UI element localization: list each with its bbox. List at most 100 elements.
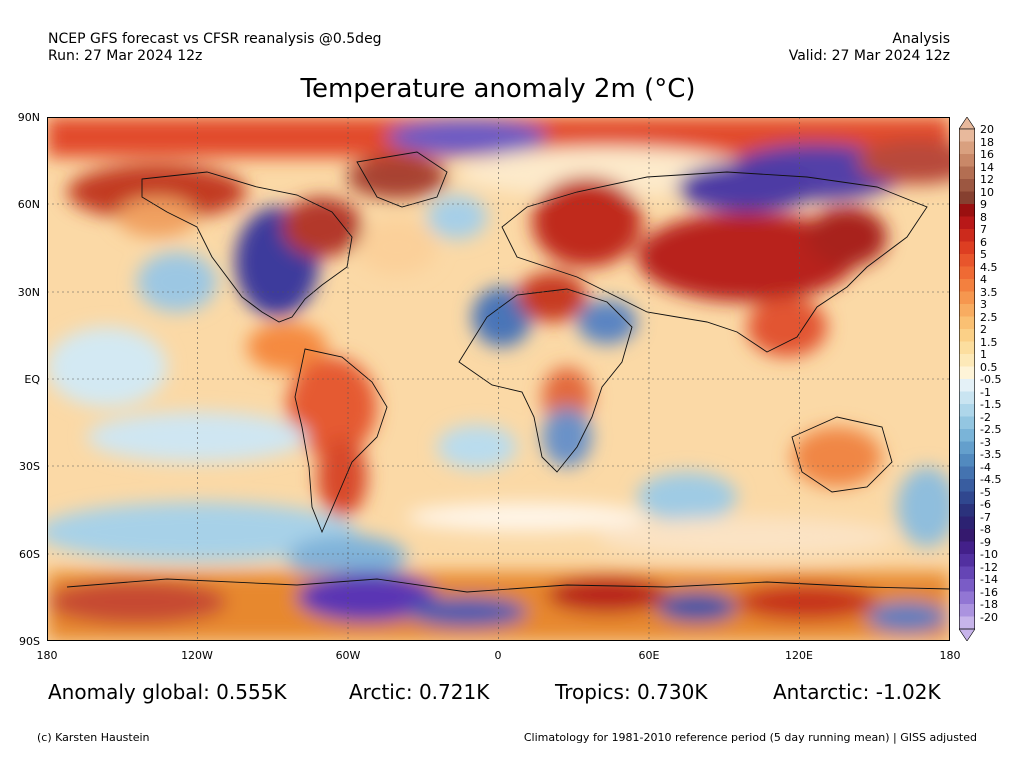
colorbar-tick-label: -4 — [980, 460, 991, 474]
colorbar-swatch — [959, 229, 975, 242]
colorbar-swatch — [959, 179, 975, 192]
colorbar-tick-label: -14 — [980, 573, 998, 586]
stat-arctic: Arctic: 0.721K — [349, 680, 490, 704]
colorbar-swatch — [959, 241, 975, 255]
colorbar-swatch — [959, 154, 975, 167]
colorbar-tick-label: 1 — [980, 348, 987, 361]
colorbar-tick-label: -12 — [980, 560, 998, 574]
colorbar-tick-label: 18 — [980, 135, 994, 149]
colorbar-tick-label: -6 — [980, 498, 991, 511]
colorbar-swatch — [959, 466, 975, 480]
colorbar-swatch — [959, 529, 975, 542]
colorbar-swatch — [959, 204, 975, 217]
graticule — [47, 117, 950, 641]
colorbar-tick-label: -2 — [980, 410, 991, 424]
colorbar-swatch — [959, 604, 975, 617]
header-valid-time: Valid: 27 Mar 2024 12z — [788, 48, 950, 64]
colorbar-tick-label: -16 — [980, 585, 998, 599]
colorbar-swatch — [959, 341, 975, 355]
colorbar-tick-label: -8 — [980, 523, 991, 536]
colorbar-min-arrow — [959, 628, 975, 641]
colorbar — [959, 117, 975, 641]
colorbar-swatch — [959, 516, 975, 530]
colorbar-swatch — [959, 291, 975, 305]
lat-label: 60N — [17, 198, 40, 211]
stat-tropics: Tropics: 0.730K — [555, 680, 708, 704]
header-analysis: Analysis — [892, 31, 950, 47]
lat-label: 60S — [19, 548, 40, 561]
colorbar-tick-label: 10 — [980, 185, 994, 199]
colorbar-tick-label: -9 — [980, 535, 991, 549]
colorbar-swatch — [959, 429, 975, 442]
footer-note: Climatology for 1981-2010 reference peri… — [523, 731, 977, 744]
colorbar-tick-label: -1.5 — [980, 398, 1002, 411]
lon-label: 60E — [638, 649, 660, 662]
colorbar-tick-label: 12 — [980, 173, 994, 186]
lon-label: 60W — [335, 649, 361, 662]
header-run-time: Run: 27 Mar 2024 12z — [48, 48, 203, 64]
lon-label: 120W — [181, 649, 213, 662]
lat-label: 30N — [17, 286, 40, 299]
colorbar-max-arrow — [959, 117, 975, 130]
colorbar-swatch — [959, 354, 975, 367]
colorbar-swatch — [959, 541, 975, 555]
colorbar-swatch — [959, 454, 975, 467]
colorbar-swatch — [959, 504, 975, 517]
colorbar-tick-label: 1.5 — [980, 335, 998, 349]
colorbar-swatch — [959, 316, 975, 330]
colorbar-swatch — [959, 366, 975, 380]
colorbar-tick-label: 14 — [980, 160, 994, 174]
colorbar-tick-label: 20 — [980, 123, 994, 136]
colorbar-tick-label: -2.5 — [980, 423, 1002, 436]
colorbar-tick-label: 5 — [980, 248, 987, 261]
colorbar-tick-label: -10 — [980, 548, 998, 561]
colorbar-swatch — [959, 254, 975, 267]
anomaly-map — [47, 117, 950, 641]
colorbar-swatch — [959, 579, 975, 592]
colorbar-swatch — [959, 379, 975, 392]
colorbar-swatch — [959, 191, 975, 205]
colorbar-tick-label: 7 — [980, 223, 987, 236]
colorbar-swatch — [959, 479, 975, 492]
lat-label: 90S — [19, 635, 40, 648]
colorbar-tick-label: -3.5 — [980, 448, 1002, 461]
colorbar-tick-label: -0.5 — [980, 373, 1002, 386]
colorbar-swatch — [959, 141, 975, 155]
colorbar-swatch — [959, 391, 975, 405]
footer-credit: (c) Karsten Haustein — [37, 731, 150, 744]
colorbar-swatch — [959, 566, 975, 580]
stat-global: Anomaly global: 0.555K — [48, 680, 287, 704]
lat-label: EQ — [24, 373, 40, 386]
colorbar-swatch — [959, 166, 975, 180]
colorbar-swatch — [959, 591, 975, 605]
colorbar-tick-label: 0.5 — [980, 360, 998, 374]
map-frame — [47, 117, 950, 641]
colorbar-swatch — [959, 554, 975, 567]
colorbar-tick-label: -18 — [980, 598, 998, 611]
colorbar-swatch — [959, 304, 975, 317]
colorbar-tick-label: -5 — [980, 485, 991, 499]
colorbar-swatch — [959, 216, 975, 230]
lon-label: 180 — [939, 649, 961, 662]
colorbar-swatch — [959, 616, 975, 630]
header-model-info: NCEP GFS forecast vs CFSR reanalysis @0.… — [48, 31, 382, 47]
colorbar-tick-label: 2.5 — [980, 310, 998, 324]
colorbar-tick-label: 6 — [980, 235, 987, 249]
map-title: Temperature anomaly 2m (°C) — [300, 74, 696, 104]
colorbar-tick-label: 9 — [980, 198, 987, 211]
colorbar-swatch — [959, 329, 975, 342]
colorbar-swatch — [959, 404, 975, 417]
colorbar-tick-label: 2 — [980, 323, 987, 336]
colorbar-swatch — [959, 266, 975, 280]
lon-label: 0 — [494, 649, 502, 662]
colorbar-frame — [959, 128, 975, 630]
colorbar-swatch — [959, 491, 975, 505]
colorbar-swatch — [959, 441, 975, 455]
colorbar-tick-label: 3.5 — [980, 285, 998, 299]
lat-label: 30S — [19, 460, 40, 473]
colorbar-tick-label: 16 — [980, 148, 994, 161]
lat-label: 90N — [17, 111, 40, 124]
colorbar-swatch — [959, 416, 975, 430]
colorbar-tick-label: -1 — [980, 385, 991, 399]
colorbar-tick-label: -4.5 — [980, 473, 1002, 486]
